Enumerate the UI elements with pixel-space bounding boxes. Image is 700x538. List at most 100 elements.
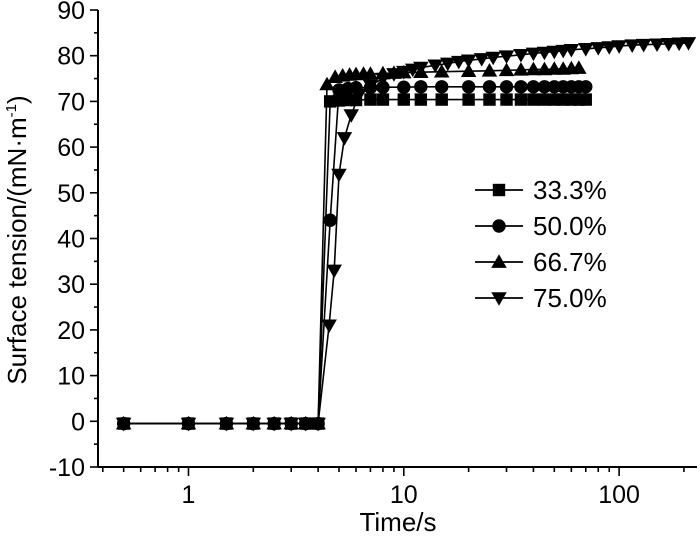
- data-point: [218, 417, 235, 432]
- series-triangle-down: [115, 37, 697, 432]
- data-point: [321, 319, 337, 334]
- data-point: [526, 80, 541, 94]
- x-axis-title: Time/s: [359, 507, 436, 537]
- data-point: [331, 168, 347, 183]
- data-point: [536, 46, 553, 61]
- y-tick-label: 80: [57, 43, 85, 71]
- data-point: [435, 93, 448, 106]
- x-tick-label: 100: [598, 481, 640, 509]
- y-tick-label: 70: [57, 88, 85, 116]
- data-point: [266, 417, 282, 432]
- data-point: [611, 40, 627, 54]
- data-point: [319, 76, 335, 91]
- data-point: [376, 93, 390, 106]
- y-axis-title-main: Surface tension/(mN·m: [2, 117, 32, 384]
- data-point: [336, 132, 353, 146]
- data-point: [538, 93, 551, 106]
- data-point: [397, 93, 410, 106]
- x-tick-label: 10: [390, 481, 418, 509]
- legend-item: 50.0%: [475, 211, 607, 241]
- data-point: [514, 93, 528, 106]
- series-circle: [116, 80, 593, 431]
- data-point: [362, 79, 379, 94]
- data-point: [439, 57, 456, 72]
- y-axis-title-superscript: -1: [3, 104, 20, 117]
- data-point: [527, 93, 540, 106]
- data-point: [460, 54, 477, 69]
- data-point: [485, 51, 501, 66]
- ticks-layer: -10 0 10 20 30 40 50 60 70 80 90 1 10 100: [49, 0, 685, 509]
- data-point: [513, 48, 529, 63]
- y-tick-label: 30: [57, 271, 85, 299]
- legend-marker: [491, 292, 507, 306]
- data-point: [578, 43, 594, 57]
- data-point: [435, 80, 449, 94]
- data-point: [499, 80, 514, 94]
- data-point: [461, 80, 476, 94]
- data-point: [590, 42, 606, 56]
- data-point: [433, 63, 450, 78]
- data-point: [660, 38, 677, 52]
- data-point: [579, 80, 593, 94]
- legend-item: 75.0%: [475, 283, 607, 313]
- legend-marker: [492, 183, 506, 197]
- legend-label: 66.7%: [533, 247, 607, 277]
- data-point: [513, 62, 529, 76]
- data-point: [537, 80, 552, 94]
- data-point: [414, 80, 428, 94]
- data-point: [375, 72, 391, 87]
- data-point: [482, 80, 497, 94]
- data-point: [579, 93, 592, 106]
- data-point: [624, 39, 640, 53]
- data-point: [283, 417, 299, 432]
- data-point: [460, 63, 477, 78]
- x-tick-label: 1: [182, 481, 196, 509]
- data-point: [310, 417, 326, 432]
- legend-label: 75.0%: [533, 283, 607, 313]
- data-point: [649, 38, 665, 53]
- data-point: [498, 62, 515, 77]
- series-line: [123, 86, 586, 425]
- data-point: [343, 109, 359, 123]
- data-point: [386, 68, 402, 82]
- legend-item: 66.7%: [475, 247, 607, 277]
- data-point: [427, 59, 444, 74]
- legend-marker: [491, 254, 507, 268]
- data-point: [180, 417, 197, 432]
- data-point: [680, 37, 697, 51]
- legend-item: 33.3%: [475, 175, 607, 205]
- data-point: [473, 53, 490, 67]
- y-tick-label: 10: [57, 363, 85, 391]
- data-point: [563, 43, 580, 58]
- legend-marker: [492, 219, 506, 233]
- data-point: [362, 66, 379, 80]
- data-point: [635, 38, 652, 53]
- series-layer: [115, 37, 697, 432]
- legend-label: 33.3%: [533, 175, 607, 205]
- y-tick-label: 40: [57, 226, 85, 254]
- y-tick-label: 90: [57, 0, 85, 25]
- y-tick-label: -10: [49, 454, 85, 482]
- y-axis-title-close: ): [2, 95, 32, 104]
- data-point: [525, 47, 542, 62]
- y-tick-label: 20: [57, 317, 85, 345]
- data-point: [514, 80, 528, 94]
- data-point: [323, 213, 337, 227]
- y-tick-label: 0: [71, 408, 85, 436]
- data-point: [115, 417, 132, 432]
- y-axis-title: Surface tension/(mN·m-1): [2, 95, 32, 384]
- data-point: [414, 93, 428, 106]
- data-point: [462, 93, 475, 106]
- data-point: [571, 60, 587, 74]
- data-point: [500, 93, 513, 106]
- data-point: [498, 50, 515, 64]
- data-point: [326, 264, 342, 279]
- data-point: [525, 61, 542, 76]
- data-point: [396, 65, 412, 80]
- y-tick-label: 50: [57, 180, 85, 208]
- data-point: [364, 93, 377, 106]
- data-point: [451, 55, 467, 70]
- data-point: [351, 88, 367, 103]
- data-point: [413, 61, 429, 76]
